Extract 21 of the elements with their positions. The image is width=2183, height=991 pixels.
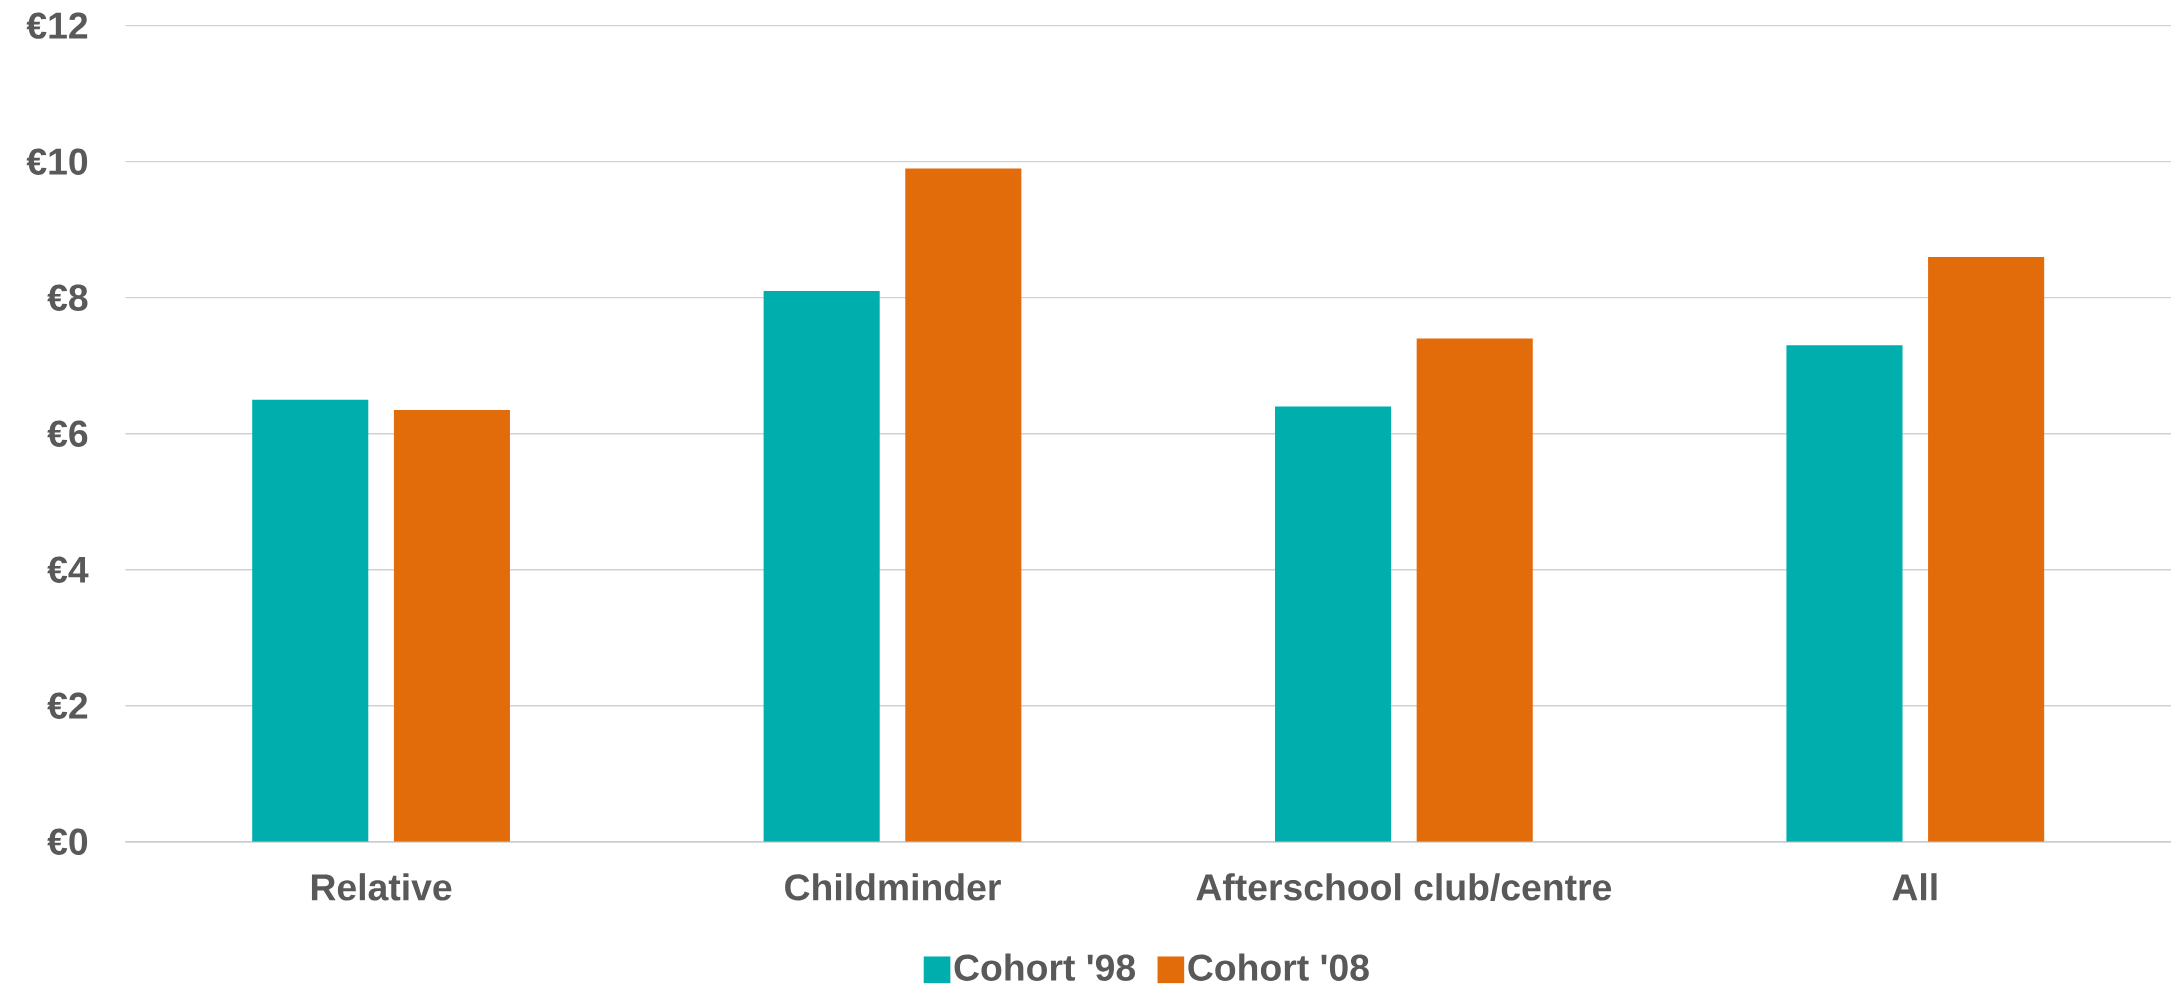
- y-tick-label: €2: [47, 692, 88, 719]
- legend-label: Cohort '08: [1188, 953, 1369, 981]
- bar: [905, 168, 1022, 842]
- y-tick-label: €4: [47, 556, 89, 583]
- x-tick-label: Afterschool club/centre: [1196, 872, 1612, 901]
- bar: [1786, 345, 1903, 842]
- bar: [252, 399, 369, 842]
- legend-label: Cohort '98: [954, 953, 1136, 981]
- y-tick-label: €10: [26, 148, 88, 175]
- y-tick-label: €8: [47, 284, 88, 311]
- bar: [763, 290, 880, 842]
- y-tick-label: €0: [47, 828, 88, 855]
- bar: [1416, 338, 1533, 842]
- y-tick-label: €12: [26, 12, 88, 39]
- bar: [1275, 406, 1392, 842]
- x-tick-label: Childminder: [785, 872, 1001, 901]
- bar: [1928, 256, 2045, 842]
- bar: [393, 409, 510, 842]
- x-tick-label: Relative: [311, 872, 452, 901]
- x-tick-label: All: [1892, 872, 1937, 900]
- y-tick-label: €6: [47, 420, 88, 447]
